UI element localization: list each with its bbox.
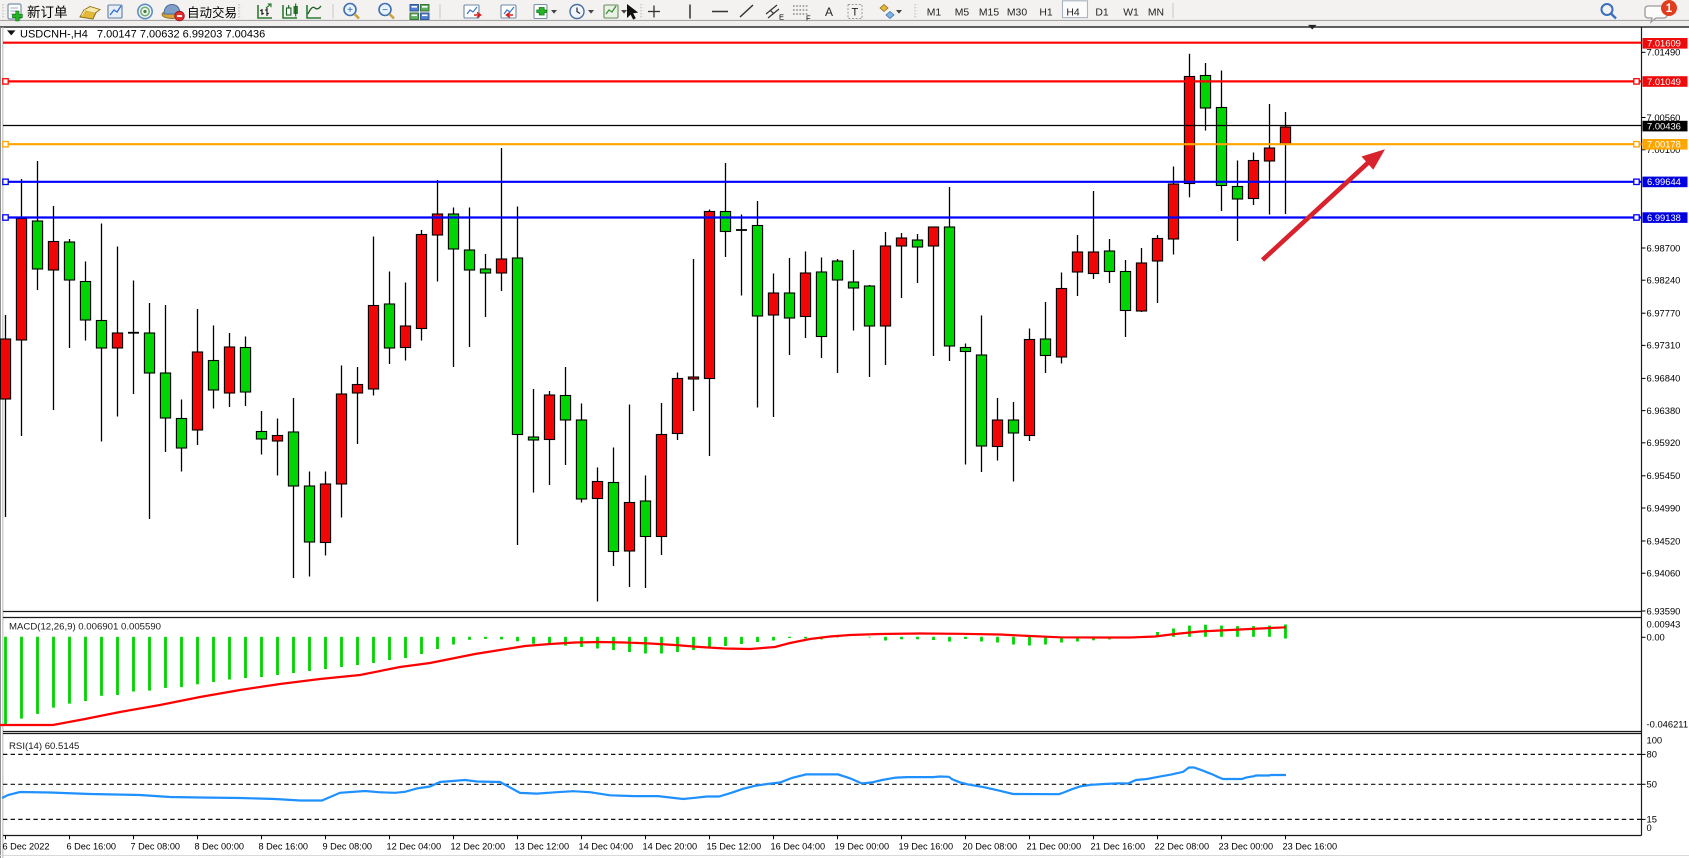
svg-text:7.01049: 7.01049 bbox=[1647, 76, 1681, 87]
svg-text:0.00943: 0.00943 bbox=[1647, 619, 1681, 630]
svg-text:7 Dec 08:00: 7 Dec 08:00 bbox=[131, 842, 181, 852]
svg-text:6.97310: 6.97310 bbox=[1647, 340, 1681, 351]
svg-text:16 Dec 04:00: 16 Dec 04:00 bbox=[771, 842, 826, 852]
svg-text:7.00178: 7.00178 bbox=[1647, 139, 1681, 150]
svg-text:6.95920: 6.95920 bbox=[1647, 437, 1681, 448]
svg-text:6.97770: 6.97770 bbox=[1647, 308, 1681, 319]
svg-text:6.94990: 6.94990 bbox=[1647, 502, 1681, 513]
svg-text:80: 80 bbox=[1647, 749, 1657, 760]
svg-text:0.00: 0.00 bbox=[1647, 632, 1665, 643]
svg-text:13 Dec 12:00: 13 Dec 12:00 bbox=[515, 842, 570, 852]
svg-text:7.01490: 7.01490 bbox=[1647, 47, 1681, 58]
svg-text:6.95450: 6.95450 bbox=[1647, 470, 1681, 481]
svg-text:14 Dec 20:00: 14 Dec 20:00 bbox=[643, 842, 698, 852]
svg-text:D1: D1 bbox=[1095, 7, 1109, 18]
svg-text:6.98240: 6.98240 bbox=[1647, 275, 1681, 286]
svg-text:6.94520: 6.94520 bbox=[1647, 535, 1681, 546]
svg-text:A: A bbox=[825, 5, 833, 19]
svg-text:14 Dec 04:00: 14 Dec 04:00 bbox=[579, 842, 634, 852]
svg-text:自动交易: 自动交易 bbox=[187, 5, 237, 20]
svg-text:6 Dec 16:00: 6 Dec 16:00 bbox=[67, 842, 117, 852]
svg-text:+: + bbox=[347, 5, 353, 16]
svg-text:12 Dec 04:00: 12 Dec 04:00 bbox=[387, 842, 442, 852]
svg-text:USDCNH-,H4 7.00147 7.00632 6: USDCNH-,H4 7.00147 7.00632 6.99203 7.004… bbox=[20, 29, 265, 41]
svg-text:8 Dec 16:00: 8 Dec 16:00 bbox=[259, 842, 309, 852]
svg-text:8 Dec 00:00: 8 Dec 00:00 bbox=[195, 842, 245, 852]
svg-text:12 Dec 20:00: 12 Dec 20:00 bbox=[451, 842, 506, 852]
svg-text:22 Dec 08:00: 22 Dec 08:00 bbox=[1155, 842, 1210, 852]
svg-text:23 Dec 16:00: 23 Dec 16:00 bbox=[1283, 842, 1338, 852]
svg-text:新订单: 新订单 bbox=[27, 5, 68, 20]
svg-text:50: 50 bbox=[1647, 779, 1657, 790]
svg-text:15 Dec 12:00: 15 Dec 12:00 bbox=[707, 842, 762, 852]
svg-text:15: 15 bbox=[1647, 814, 1657, 825]
svg-text:6.94060: 6.94060 bbox=[1647, 568, 1681, 579]
svg-text:MN: MN bbox=[1148, 7, 1164, 18]
svg-text:6.99138: 6.99138 bbox=[1647, 212, 1681, 223]
svg-text:M1: M1 bbox=[927, 7, 942, 18]
svg-text:M5: M5 bbox=[955, 7, 970, 18]
svg-text:23 Dec 00:00: 23 Dec 00:00 bbox=[1219, 842, 1274, 852]
svg-text:−: − bbox=[382, 5, 388, 16]
svg-text:-0.046211: -0.046211 bbox=[1647, 718, 1689, 729]
svg-text:MACD(12,26,9) 0.006901 0.00559: MACD(12,26,9) 0.006901 0.005590 bbox=[9, 622, 161, 633]
svg-text:6.98700: 6.98700 bbox=[1647, 242, 1681, 253]
svg-text:7.00560: 7.00560 bbox=[1647, 112, 1681, 123]
svg-text:6.96380: 6.96380 bbox=[1647, 405, 1681, 416]
svg-text:6.93590: 6.93590 bbox=[1647, 605, 1681, 616]
svg-text:7.00436: 7.00436 bbox=[1647, 120, 1681, 131]
svg-text:M30: M30 bbox=[1007, 7, 1027, 18]
svg-text:21 Dec 16:00: 21 Dec 16:00 bbox=[1091, 842, 1146, 852]
svg-text:T: T bbox=[852, 7, 859, 19]
svg-text:H1: H1 bbox=[1039, 7, 1053, 18]
svg-text:20 Dec 08:00: 20 Dec 08:00 bbox=[963, 842, 1018, 852]
svg-text:6.99644: 6.99644 bbox=[1647, 176, 1681, 187]
svg-text:RSI(14) 60.5145: RSI(14) 60.5145 bbox=[9, 741, 79, 752]
svg-text:19 Dec 16:00: 19 Dec 16:00 bbox=[899, 842, 954, 852]
svg-text:0: 0 bbox=[1647, 822, 1652, 833]
svg-text:H4: H4 bbox=[1066, 7, 1080, 18]
svg-text:9 Dec 08:00: 9 Dec 08:00 bbox=[323, 842, 373, 852]
svg-text:7.01609: 7.01609 bbox=[1647, 38, 1681, 49]
svg-text:W1: W1 bbox=[1123, 7, 1139, 18]
svg-text:M15: M15 bbox=[979, 7, 999, 18]
svg-text:100: 100 bbox=[1647, 735, 1663, 746]
svg-text:E: E bbox=[779, 13, 784, 22]
svg-text:19 Dec 00:00: 19 Dec 00:00 bbox=[835, 842, 890, 852]
svg-text:21 Dec 00:00: 21 Dec 00:00 bbox=[1027, 842, 1082, 852]
svg-text:F: F bbox=[806, 14, 811, 23]
svg-text:6 Dec 2022: 6 Dec 2022 bbox=[3, 842, 50, 852]
svg-text:1: 1 bbox=[1666, 3, 1673, 15]
svg-text:6.96840: 6.96840 bbox=[1647, 373, 1681, 384]
